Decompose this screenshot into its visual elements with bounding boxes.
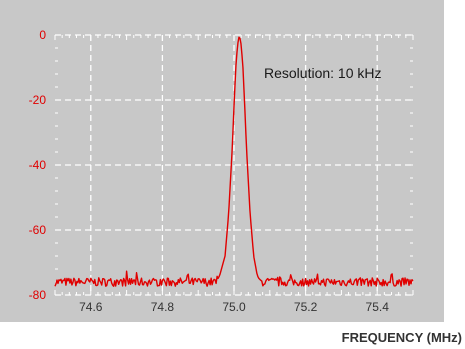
resolution-annotation: Resolution: 10 kHz xyxy=(264,65,382,81)
y-tick-label: -60 xyxy=(29,223,47,237)
x-tick-labels: 74.6 74.8 75.0 75.2 75.4 xyxy=(79,300,389,314)
y-tick-labels: 0 -20 -40 -60 -80 xyxy=(29,28,47,302)
x-axis-label: FREQUENCY (MHz) xyxy=(342,330,462,345)
x-tick-label: 75.4 xyxy=(366,300,390,314)
x-tick-label: 74.6 xyxy=(79,300,103,314)
x-tick-label: 75.0 xyxy=(222,300,246,314)
tick-marks xyxy=(54,34,414,296)
x-tick-label: 74.8 xyxy=(151,300,175,314)
x-tick-label: 75.2 xyxy=(294,300,318,314)
spectrum-trace xyxy=(54,36,414,287)
y-tick-label: -40 xyxy=(29,158,47,172)
y-tick-label: -20 xyxy=(29,93,47,107)
y-tick-label: 0 xyxy=(39,28,46,42)
grid-lines xyxy=(55,34,413,296)
y-tick-label: -80 xyxy=(29,288,47,302)
